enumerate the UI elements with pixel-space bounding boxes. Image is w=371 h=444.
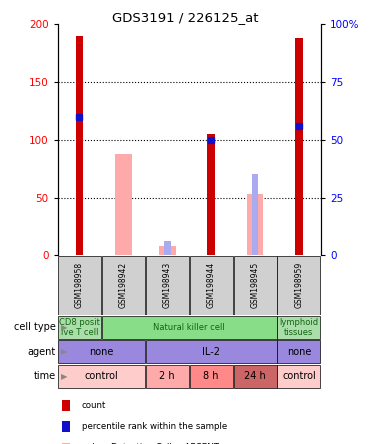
Bar (278, 316, 321, 339)
Bar (76, 36, 83, 255)
Text: ▶: ▶ (61, 347, 68, 357)
Text: cell type: cell type (14, 322, 56, 333)
Bar (58, 365, 145, 388)
Text: control: control (282, 371, 316, 381)
Text: GSM198942: GSM198942 (119, 262, 128, 308)
Bar (295, 38, 303, 255)
Bar (58, 256, 101, 315)
Text: control: control (85, 371, 118, 381)
Bar (278, 256, 321, 315)
Bar (190, 365, 233, 388)
Bar (164, 242, 171, 255)
Bar (278, 341, 321, 363)
Text: ▶: ▶ (61, 323, 68, 332)
Bar (234, 256, 276, 315)
Text: GSM198945: GSM198945 (250, 262, 260, 309)
Text: GSM198959: GSM198959 (295, 262, 303, 309)
Bar (58, 316, 101, 339)
Text: time: time (33, 371, 56, 381)
Text: GSM198943: GSM198943 (163, 262, 172, 309)
Text: lymphoid
tissues: lymphoid tissues (279, 318, 319, 337)
Bar (102, 316, 276, 339)
Bar (102, 256, 145, 315)
Text: GSM198958: GSM198958 (75, 262, 84, 308)
Bar (58, 341, 145, 363)
Bar (247, 194, 263, 255)
Text: GSM198944: GSM198944 (207, 262, 216, 309)
Text: 2 h: 2 h (160, 371, 175, 381)
Bar (234, 365, 276, 388)
Text: ▶: ▶ (61, 372, 68, 381)
Text: none: none (287, 347, 311, 357)
Text: 24 h: 24 h (244, 371, 266, 381)
Text: CD8 posit
ive T cell: CD8 posit ive T cell (59, 318, 100, 337)
Text: 8 h: 8 h (203, 371, 219, 381)
Text: percentile rank within the sample: percentile rank within the sample (82, 422, 227, 431)
Text: none: none (89, 347, 114, 357)
Bar (146, 341, 276, 363)
Text: Natural killer cell: Natural killer cell (153, 323, 225, 332)
Text: GDS3191 / 226125_at: GDS3191 / 226125_at (112, 11, 259, 24)
Text: count: count (82, 401, 106, 410)
Bar (207, 134, 215, 255)
Bar (146, 365, 189, 388)
Bar (146, 256, 189, 315)
Text: IL-2: IL-2 (202, 347, 220, 357)
Bar (190, 256, 233, 315)
Bar (159, 246, 175, 255)
Bar (115, 154, 132, 255)
Bar (252, 174, 258, 255)
Text: agent: agent (27, 347, 56, 357)
Bar (278, 365, 321, 388)
